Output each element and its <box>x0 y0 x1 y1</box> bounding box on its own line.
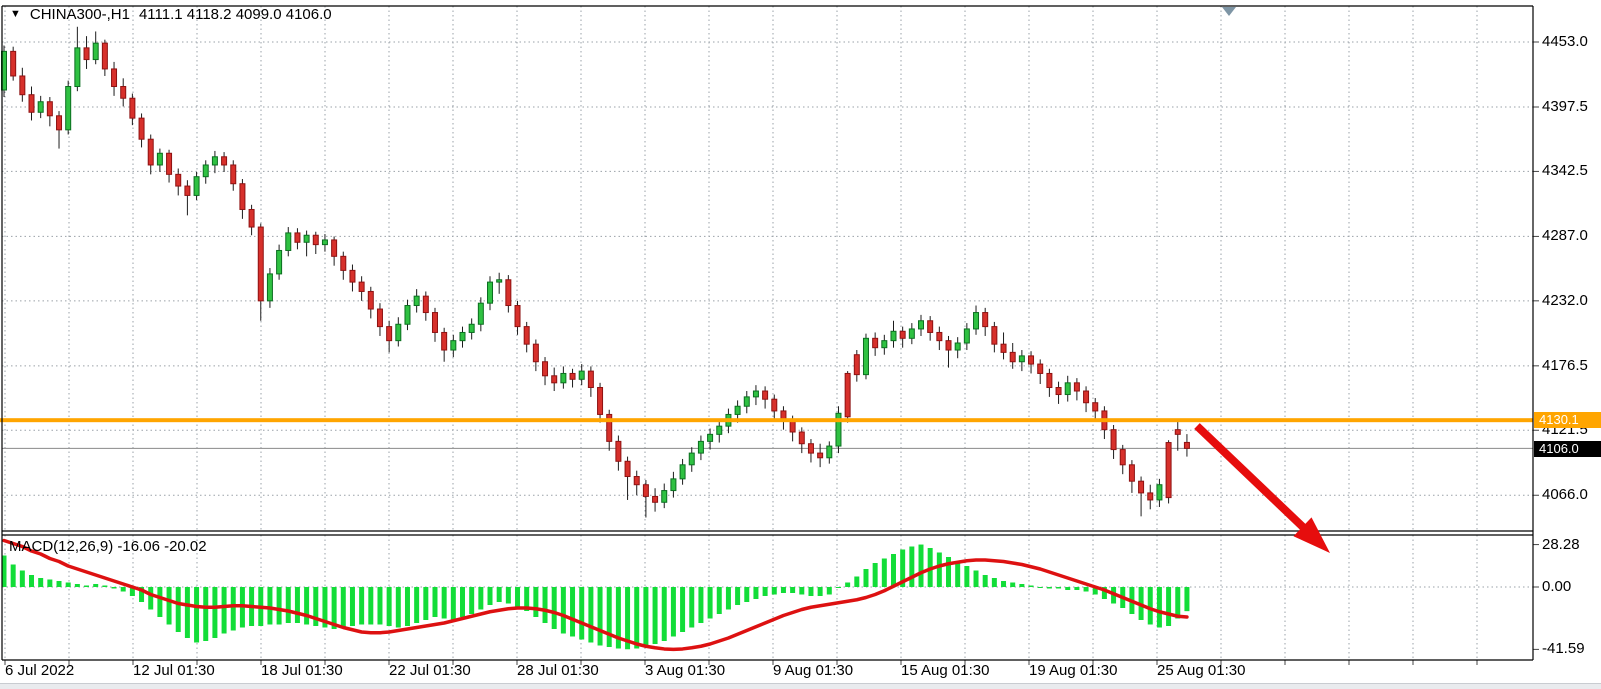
scroll-end-marker-icon <box>1222 7 1236 16</box>
time-axis-label: 15 Aug 01:30 <box>901 662 990 679</box>
time-axis-label: 25 Aug 01:30 <box>1157 662 1246 679</box>
macd-axis-label: 0.00 <box>1542 578 1572 595</box>
time-axis-label: 18 Jul 01:30 <box>261 662 343 679</box>
time-axis-label: 12 Jul 01:30 <box>133 662 215 679</box>
time-axis-label: 6 Jul 2022 <box>5 662 75 679</box>
trend-arrow-head <box>1293 517 1330 553</box>
time-axis-label: 28 Jul 01:30 <box>517 662 599 679</box>
window-bottom-strip <box>0 683 1601 689</box>
macd-axis-label: -41.59 <box>1542 640 1585 658</box>
macd-indicator-label: MACD(12,26,9) -16.06 -20.02 <box>9 538 207 555</box>
price-axis-label: 4287.0 <box>1542 227 1588 245</box>
time-axis-label: 9 Aug 01:30 <box>773 662 854 679</box>
macd-values: -16.06 -20.02 <box>117 538 207 555</box>
symbol-period-label: CHINA300-,H1 <box>29 6 130 23</box>
time-axis-label: 19 Aug 01:30 <box>1029 662 1118 679</box>
price-axis-label: 4342.5 <box>1542 162 1588 180</box>
symbol-dropdown-icon[interactable]: ▼ <box>10 7 21 20</box>
chart-title: ▼ CHINA300-,H1 4111.1 4118.2 4099.0 4106… <box>10 6 332 23</box>
last-price-badge: 4106.0 <box>1534 441 1601 457</box>
price-axis-label: 4397.5 <box>1542 98 1588 115</box>
macd-name: MACD(12,26,9) <box>9 538 114 555</box>
price-axis-label: 4453.0 <box>1542 33 1588 50</box>
price-axis-label: 4066.0 <box>1542 486 1588 504</box>
time-axis-label: 22 Jul 01:30 <box>389 662 471 679</box>
price-axis-label: 4232.0 <box>1542 291 1588 309</box>
ohlc-values: 4111.1 4118.2 4099.0 4106.0 <box>138 6 332 23</box>
time-axis-label: 3 Aug 01:30 <box>645 662 726 679</box>
hline-price-badge: 4130.1 <box>1534 412 1601 428</box>
macd-axis-label: 28.28 <box>1542 535 1580 553</box>
price-axis-label: 4176.5 <box>1542 356 1588 374</box>
